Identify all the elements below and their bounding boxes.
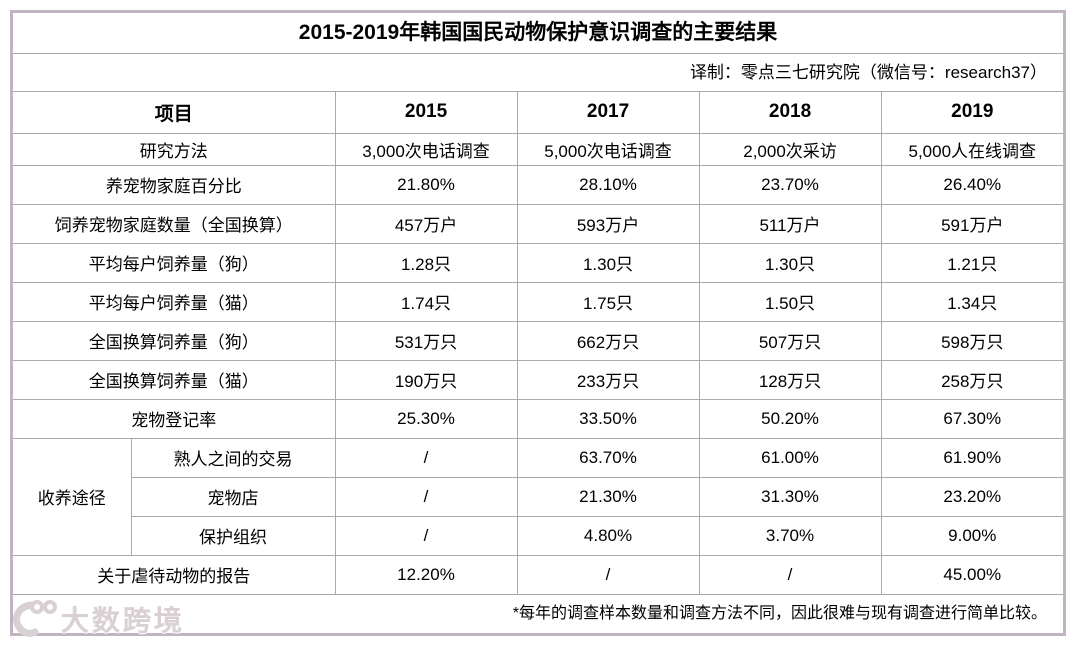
row-label: 平均每户饲养量（狗） <box>12 242 336 283</box>
cell-value: 26.40% <box>880 164 1064 205</box>
cell-value: 531万只 <box>334 320 518 361</box>
column-header-2018: 2018 <box>698 91 882 134</box>
cell-value: 12.20% <box>334 554 518 595</box>
table-row: 全国换算饲养量（狗） 531万只 662万只 507万只 598万只 <box>12 320 1064 361</box>
table-row: 宠物店 / 21.30% 31.30% 23.20% <box>13 476 1064 517</box>
cell-value: 28.10% <box>516 164 700 205</box>
cell-value: 258万只 <box>880 359 1064 400</box>
cell-value: 61.90% <box>880 437 1064 478</box>
cell-value: 61.00% <box>698 437 882 478</box>
footnote: *每年的调查样本数量和调查方法不同，因此很难与现有调查进行简单比较。 <box>13 594 1063 633</box>
cell-value: 190万只 <box>334 359 518 400</box>
row-label: 全国换算饲养量（狗） <box>12 320 336 361</box>
table-row: 全国换算饲养量（猫） 190万只 233万只 128万只 258万只 <box>12 359 1064 400</box>
cell-value: / <box>334 476 518 517</box>
cell-value: 507万只 <box>698 320 882 361</box>
column-header-2019: 2019 <box>880 91 1064 134</box>
table-row: 养宠物家庭百分比 21.80% 28.10% 23.70% 26.40% <box>12 164 1064 205</box>
row-label: 宠物登记率 <box>12 398 336 439</box>
cell-value: 1.50只 <box>698 281 882 322</box>
cell-value: 233万只 <box>516 359 700 400</box>
table-row: 宠物登记率 25.30% 33.50% 50.20% 67.30% <box>12 398 1064 439</box>
cell-value: / <box>516 554 700 595</box>
cell-value: 21.30% <box>516 476 700 517</box>
table-row: 平均每户饲养量（猫） 1.74只 1.75只 1.50只 1.34只 <box>12 281 1064 322</box>
table-row: 收养途径 熟人之间的交易 / 63.70% 61.00% 61.90% <box>12 437 1064 556</box>
cell-value: 591万户 <box>880 203 1064 244</box>
row-sublabel: 宠物店 <box>130 476 336 517</box>
cell-value: 1.74只 <box>334 281 518 322</box>
table-row: 保护组织 / 4.80% 3.70% 9.00% <box>13 515 1064 556</box>
cell-value: 511万户 <box>698 203 882 244</box>
survey-table: 项目 2015 2017 2018 2019 研究方法 3,000次电话调查 5… <box>12 91 1064 595</box>
cell-value: 45.00% <box>880 554 1064 595</box>
table-frame: 2015-2019年韩国国民动物保护意识调查的主要结果 译制：零点三七研究院（微… <box>10 10 1066 636</box>
cell-value: 1.21只 <box>880 242 1064 283</box>
column-header-item: 项目 <box>12 91 336 134</box>
table-row: 关于虐待动物的报告 12.20% / / 45.00% <box>12 554 1064 595</box>
header-row: 项目 2015 2017 2018 2019 <box>12 91 1064 134</box>
chart-title: 2015-2019年韩国国民动物保护意识调查的主要结果 <box>13 13 1063 54</box>
cell-value: 1.30只 <box>698 242 882 283</box>
cell-value: 1.34只 <box>880 281 1064 322</box>
cell-value: 3.70% <box>698 515 882 556</box>
cell-value: 9.00% <box>880 515 1064 556</box>
cell-value: 1.30只 <box>516 242 700 283</box>
table-row: 平均每户饲养量（狗） 1.28只 1.30只 1.30只 1.21只 <box>12 242 1064 283</box>
cell-value: 21.80% <box>334 164 518 205</box>
cell-value: 33.50% <box>516 398 700 439</box>
cell-value: 662万只 <box>516 320 700 361</box>
attribution-line: 译制：零点三七研究院（微信号：research37） <box>13 54 1063 92</box>
row-label: 饲养宠物家庭数量（全国换算） <box>12 203 336 244</box>
cell-value: 593万户 <box>516 203 700 244</box>
cell-value: 3,000次电话调查 <box>334 132 518 166</box>
group-label-cell: 收养途径 <box>12 437 132 556</box>
cell-value: 25.30% <box>334 398 518 439</box>
row-label: 关于虐待动物的报告 <box>12 554 336 595</box>
row-sublabel: 熟人之间的交易 <box>130 437 336 478</box>
row-label: 全国换算饲养量（猫） <box>12 359 336 400</box>
cell-value: 50.20% <box>698 398 882 439</box>
cell-value: 23.70% <box>698 164 882 205</box>
cell-value: / <box>334 437 518 478</box>
row-sublabel: 保护组织 <box>130 515 336 556</box>
row-label: 平均每户饲养量（猫） <box>12 281 336 322</box>
column-header-2017: 2017 <box>516 91 700 134</box>
cell-value: 63.70% <box>516 437 700 478</box>
table-row: 研究方法 3,000次电话调查 5,000次电话调查 2,000次采访 5,00… <box>12 132 1064 166</box>
cell-value: 1.75只 <box>516 281 700 322</box>
cell-value: 23.20% <box>880 476 1064 517</box>
cell-value: 128万只 <box>698 359 882 400</box>
cell-value: 457万户 <box>334 203 518 244</box>
column-header-2015: 2015 <box>334 91 518 134</box>
cell-value: 31.30% <box>698 476 882 517</box>
cell-value: 1.28只 <box>334 242 518 283</box>
table-row: 饲养宠物家庭数量（全国换算） 457万户 593万户 511万户 591万户 <box>12 203 1064 244</box>
cell-value: 2,000次采访 <box>698 132 882 166</box>
row-label: 养宠物家庭百分比 <box>12 164 336 205</box>
row-label: 研究方法 <box>12 132 336 166</box>
cell-value: / <box>334 515 518 556</box>
cell-value: 5,000人在线调查 <box>880 132 1064 166</box>
cell-value: 5,000次电话调查 <box>516 132 700 166</box>
cell-value: 4.80% <box>516 515 700 556</box>
cell-value: 67.30% <box>880 398 1064 439</box>
cell-value: 598万只 <box>880 320 1064 361</box>
cell-value: / <box>698 554 882 595</box>
